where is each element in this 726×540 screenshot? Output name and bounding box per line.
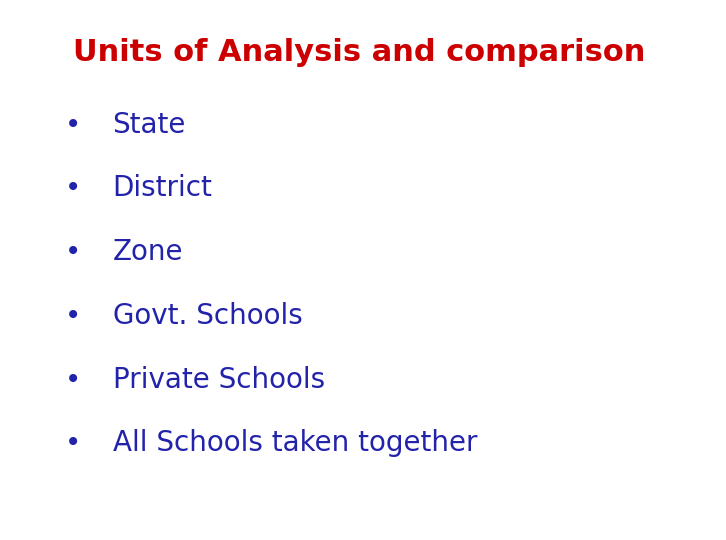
Text: Units of Analysis and comparison: Units of Analysis and comparison	[73, 38, 645, 67]
Text: All Schools taken together: All Schools taken together	[113, 429, 477, 457]
Text: •: •	[65, 302, 81, 330]
Text: Zone: Zone	[113, 238, 183, 266]
Text: •: •	[65, 429, 81, 457]
Text: Private Schools: Private Schools	[113, 366, 325, 394]
Text: Govt. Schools: Govt. Schools	[113, 302, 302, 330]
Text: State: State	[113, 111, 186, 139]
Text: District: District	[113, 174, 213, 202]
Text: •: •	[65, 238, 81, 266]
Text: •: •	[65, 174, 81, 202]
Text: •: •	[65, 366, 81, 394]
Text: •: •	[65, 111, 81, 139]
